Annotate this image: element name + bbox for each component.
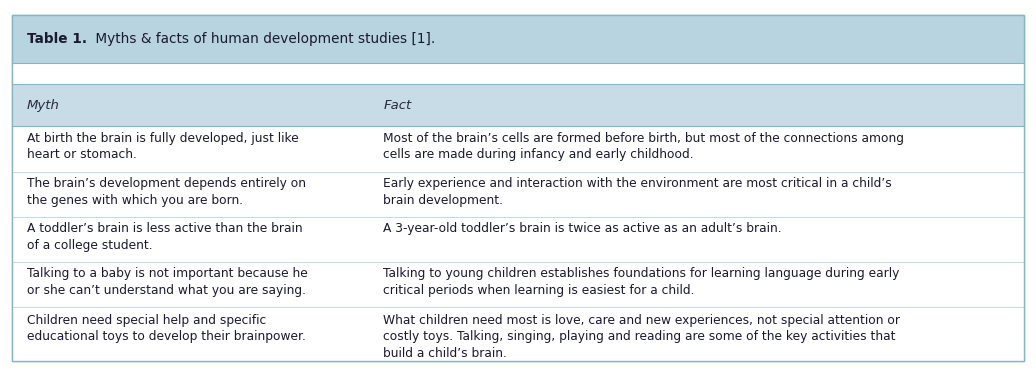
Bar	[12, 84, 1024, 126]
Bar	[12, 126, 1024, 171]
Bar	[12, 262, 1024, 307]
Bar	[12, 307, 1024, 361]
Text: Early experience and interaction with the environment are most critical in a chi: Early experience and interaction with th…	[383, 177, 892, 206]
Text: Talking to young children establishes foundations for learning language during e: Talking to young children establishes fo…	[383, 267, 899, 297]
Text: Children need special help and specific
educational toys to develop their brainp: Children need special help and specific …	[27, 314, 306, 343]
Bar	[12, 63, 1024, 84]
Text: Table 1.: Table 1.	[27, 32, 87, 46]
Text: What children need most is love, care and new experiences, not special attention: What children need most is love, care an…	[383, 314, 900, 360]
Text: The brain’s development depends entirely on
the genes with which you are born.: The brain’s development depends entirely…	[27, 177, 306, 206]
Bar	[12, 217, 1024, 262]
Text: Talking to a baby is not important because he
or she can’t understand what you a: Talking to a baby is not important becau…	[27, 267, 308, 297]
Text: A toddler’s brain is less active than the brain
of a college student.: A toddler’s brain is less active than th…	[27, 222, 303, 252]
Text: Most of the brain’s cells are formed before birth, but most of the connections a: Most of the brain’s cells are formed bef…	[383, 132, 904, 161]
Text: At birth the brain is fully developed, just like
heart or stomach.: At birth the brain is fully developed, j…	[27, 132, 298, 161]
Text: Myths & facts of human development studies [1].: Myths & facts of human development studi…	[91, 32, 435, 46]
Bar	[12, 15, 1024, 63]
Text: Fact: Fact	[383, 99, 411, 112]
Text: Myth: Myth	[27, 99, 60, 112]
Text: A 3-year-old toddler’s brain is twice as active as an adult’s brain.: A 3-year-old toddler’s brain is twice as…	[383, 222, 782, 235]
Bar	[12, 171, 1024, 217]
